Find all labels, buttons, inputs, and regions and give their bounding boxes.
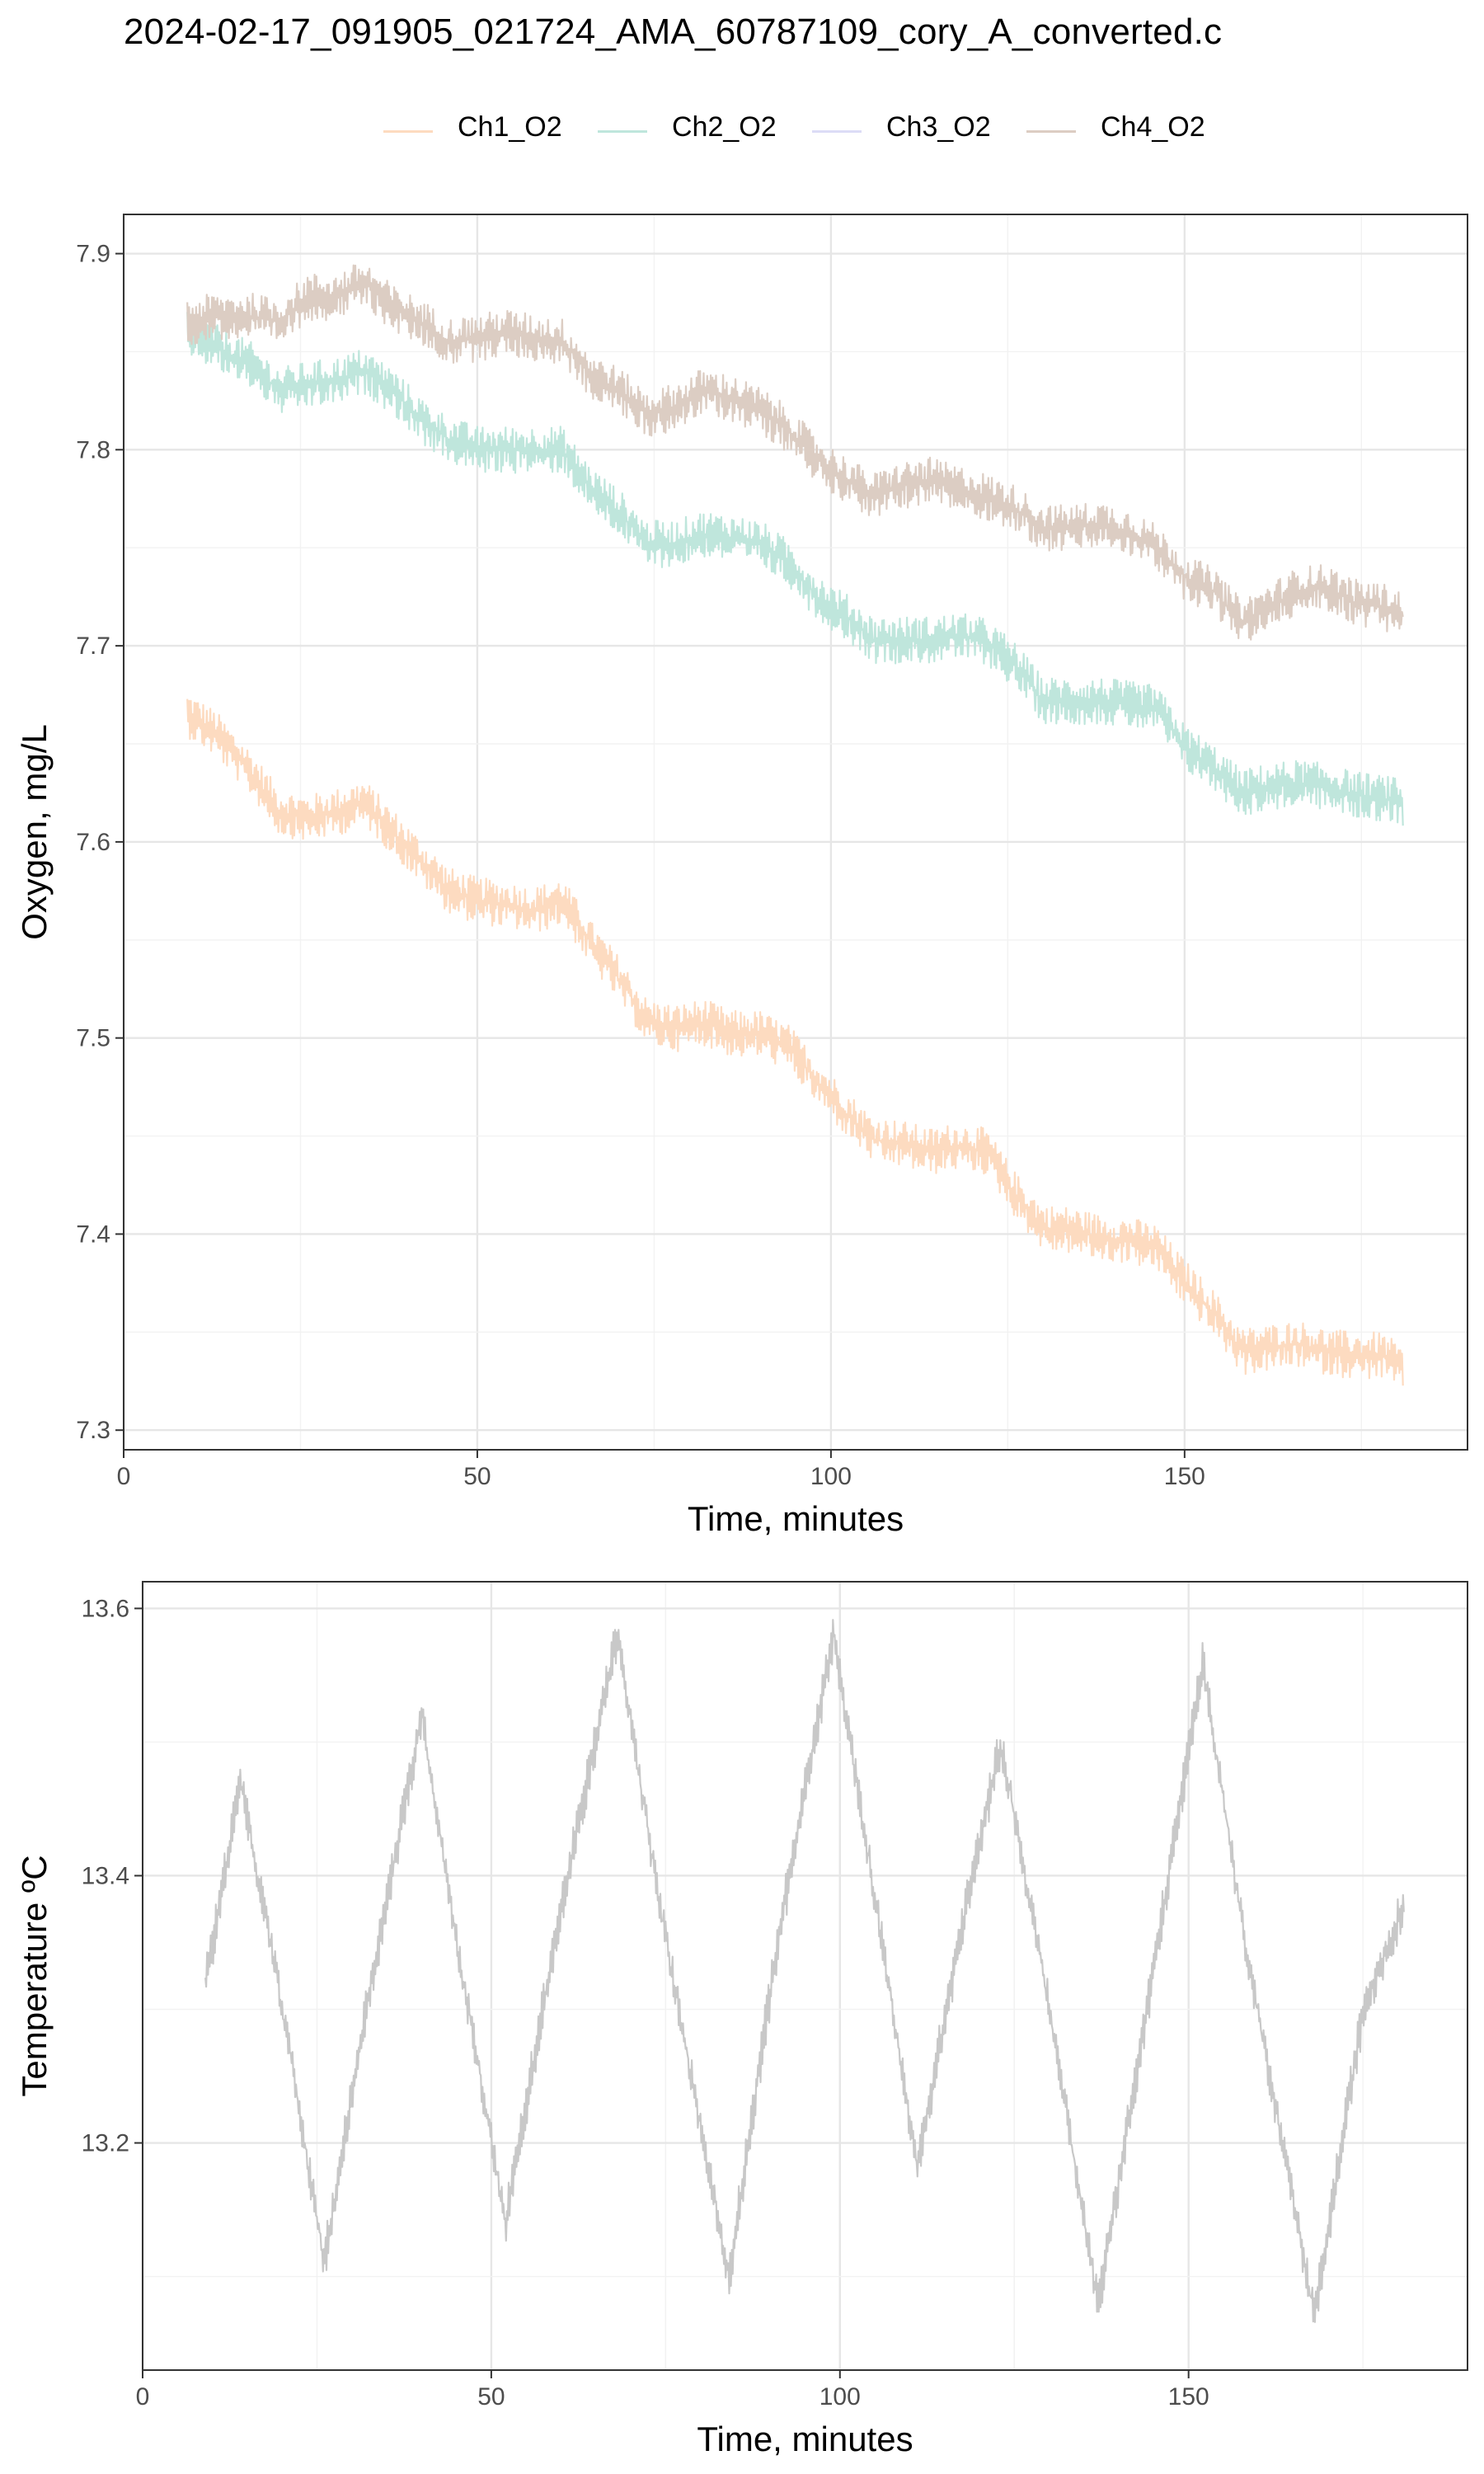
oxygen-chart: 0 50 100 150 7.3 7.4 7.5 7.6 7.7 7.8 7.9 Time, minu… [15, 214, 1468, 1538]
legend-label-ch3-o2: Ch3_O2 [886, 111, 991, 143]
temperature-series-1-line [204, 1619, 1405, 2323]
oxygen-series-ch4-o2 [186, 264, 1404, 641]
oxygen-x-tick-label: 150 [1164, 1463, 1205, 1490]
oxygen-x-axis-title: Time, minutes [688, 1499, 904, 1538]
temperature-x-tick-label: 50 [477, 2383, 505, 2411]
temperature-y-axis-title: Temperature ºC [15, 1855, 54, 2096]
oxygen-y-tick-label: 7.7 [76, 633, 110, 660]
temperature-y-tick-label: 13.4 [82, 1862, 129, 1889]
temperature-y-tick-label: 13.2 [82, 2130, 129, 2157]
oxygen-y-tick-label: 7.6 [76, 829, 110, 856]
legend-key-ch3-o2 [812, 130, 862, 133]
oxygen-series-ch1-o2 [186, 698, 1404, 1386]
legend-key-ch4-o2 [1026, 130, 1076, 133]
temperature-x-tick-label: 100 [819, 2383, 861, 2411]
temperature-x-axis-title: Time, minutes [697, 2420, 913, 2458]
legend: Ch1_O2 Ch2_O2 Ch3_O2 Ch4_O2 [0, 107, 1484, 157]
oxygen-x-tick-label: 100 [810, 1463, 852, 1490]
oxygen-y-tick-label: 7.9 [76, 241, 110, 268]
legend-key-ch2-o2 [598, 130, 647, 133]
oxygen-y-tick-label: 7.4 [76, 1221, 110, 1248]
oxygen-x-tick-label: 50 [463, 1463, 491, 1490]
temperature-x-tick-label: 0 [136, 2383, 150, 2411]
oxygen-panel-border [123, 214, 1468, 1451]
oxygen-series-ch2-o2 [186, 312, 1404, 826]
temperature-x-tick-label: 150 [1168, 2383, 1209, 2411]
oxygen-y-tick-label: 7.8 [76, 436, 110, 463]
oxygen-y-tick-label: 7.5 [76, 1025, 110, 1052]
temperature-series-1 [204, 1619, 1405, 2323]
page-title: 2024-02-17_091905_021724_AMA_60787109_co… [124, 12, 1223, 52]
legend-label-ch2-o2: Ch2_O2 [672, 111, 777, 143]
oxygen-series-ch2-o2-line [186, 312, 1404, 826]
legend-key-ch1-o2 [383, 130, 433, 133]
oxygen-y-axis-title: Oxygen, mg/L [15, 724, 54, 939]
legend-label-ch1-o2: Ch1_O2 [458, 111, 562, 143]
legend-label-ch4-o2: Ch4_O2 [1101, 111, 1205, 143]
temperature-panel-border [142, 1581, 1468, 2371]
oxygen-x-tick-label: 0 [117, 1463, 131, 1490]
oxygen-series-ch1-o2-line [186, 698, 1404, 1386]
temperature-y-tick-label: 13.6 [82, 1595, 129, 1622]
oxygen-series-ch4-o2-line [186, 264, 1404, 641]
oxygen-y-tick-label: 7.3 [76, 1417, 110, 1444]
